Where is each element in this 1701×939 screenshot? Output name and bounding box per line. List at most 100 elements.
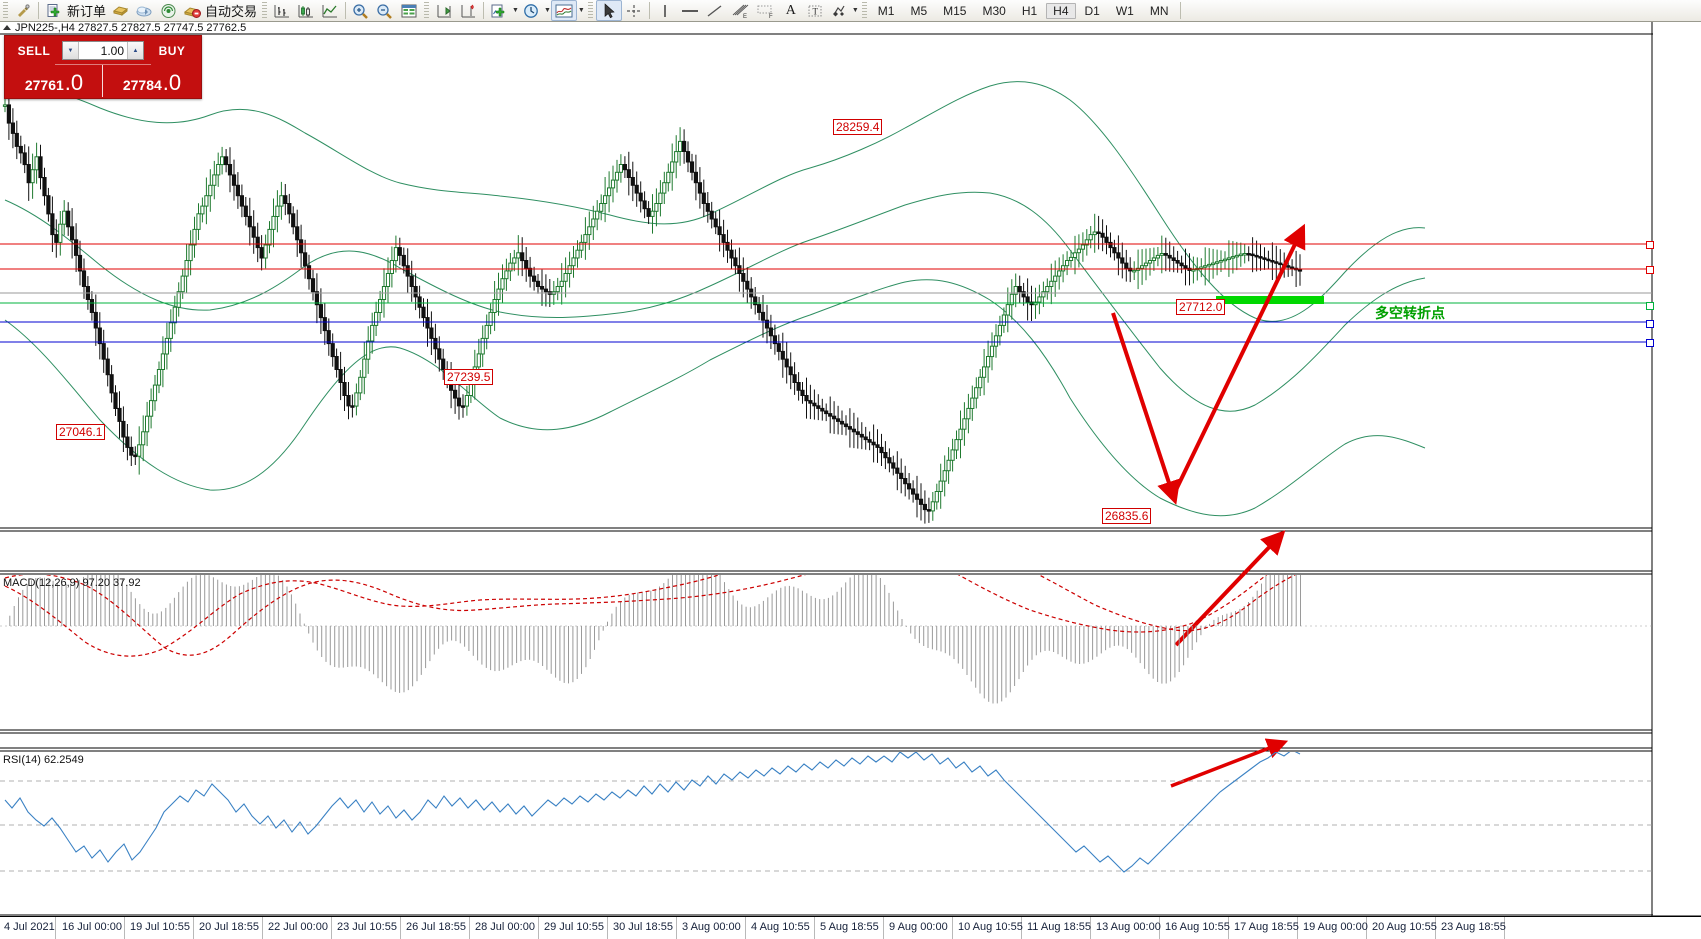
level-handle[interactable] [1646,302,1654,310]
macd-panel [0,575,1652,704]
autotrading-label[interactable]: 自动交易 [205,4,258,19]
tab-timeframe-m1[interactable]: M1 [877,3,895,18]
sell-price-integer: 27761 [24,77,64,93]
time-separator [469,917,470,939]
volume-decrease-icon[interactable]: ▼ [63,42,79,59]
sell-button-label[interactable]: SELL [17,43,51,58]
text-label-icon[interactable]: T [803,1,827,20]
level-handle[interactable] [1646,339,1654,347]
time-separator [1021,917,1022,939]
time-separator [55,917,56,939]
zoom-out-icon[interactable] [373,1,397,20]
data-window-icon[interactable] [132,1,156,20]
time-label: 9 Aug 00:00 [889,921,948,933]
shapes-icon[interactable] [827,1,851,20]
swing-high-label-28259[interactable]: 28259.4 [833,119,883,135]
time-label: 30 Jul 18:55 [613,921,673,933]
text-icon-glyph[interactable]: A [785,2,796,18]
templates-chevron-down-icon[interactable]: ▼ [577,7,585,14]
level-handle[interactable] [1646,266,1654,274]
collapse-triangle-icon[interactable] [3,25,11,30]
one-click-trading-panel[interactable]: SELL ▼ 1.00 ▲ BUY 27761.0 27784.0 [4,35,202,99]
up-trend-arrow [1172,223,1306,495]
toolbar-grip[interactable] [3,2,8,19]
time-axis[interactable]: 4 Jul 2021 16 Jul 00:00 19 Jul 10:55 20 Jul… [0,916,1701,939]
price-axis[interactable]: 28591.028477.028366.028255.028144.028030… [1653,22,1701,915]
time-separator [1366,917,1367,939]
indicators-chevron-down-icon[interactable]: ▼ [512,7,519,14]
bollinger-upper-band [4,79,1426,322]
toolbar-grip-5[interactable] [861,2,867,19]
swing-low-label-27239[interactable]: 27239.5 [444,369,494,385]
expert-advisor-icon[interactable] [108,1,132,20]
tab-timeframe-m15[interactable]: M15 [943,3,967,18]
vertical-line-icon[interactable] [653,1,677,20]
level-label-27712[interactable]: 27712.0 [1176,299,1226,315]
templates-icon[interactable] [550,0,577,21]
key-level-lines[interactable] [0,243,1652,343]
order-panel-divider [55,64,151,65]
autotrading-button[interactable] [180,1,204,20]
macd-main-line [4,575,1268,657]
volume-stepper[interactable]: ▼ 1.00 ▲ [62,41,144,60]
swing-low-label-26835[interactable]: 26835.6 [1102,508,1152,524]
time-separator [262,917,263,939]
time-separator [607,917,608,939]
candlestick-chart-icon[interactable] [294,1,318,20]
symbol-info-bar: JPN225-,H4 27827.5 27827.5 27747.5 27762… [0,22,246,35]
indicators-icon[interactable] [487,1,511,20]
new-order-label[interactable]: 新订单 [67,4,107,19]
toolbar-separator-2 [345,2,347,19]
chart-shift-icon[interactable] [432,1,456,20]
line-chart-icon[interactable] [318,1,342,20]
time-label: 5 Aug 18:55 [820,921,879,933]
time-label: 16 Jul 00:00 [62,921,122,933]
swing-low-label-27046[interactable]: 27046.1 [56,424,106,440]
zoom-in-icon[interactable] [349,1,373,20]
shapes-chevron-down-icon[interactable]: ▼ [851,7,859,14]
sell-price[interactable]: 27761.0 [5,62,103,96]
signals-icon[interactable] [156,1,180,20]
cursor-icon[interactable] [595,0,622,21]
periods-chevron-down-icon[interactable]: ▼ [543,7,551,14]
order-panel-prices: 27761.0 27784.0 [5,62,201,96]
tab-timeframe-mn[interactable]: MN [1149,3,1169,18]
volume-input[interactable]: 1.00 [100,43,124,58]
tab-timeframe-m5[interactable]: M5 [910,3,928,18]
turning-point-note[interactable]: 多空转折点 [1375,305,1445,321]
time-separator [1090,917,1091,939]
periods-icon[interactable] [519,1,543,20]
volume-increase-icon[interactable]: ▲ [127,42,143,59]
horizontal-line-icon[interactable] [677,1,703,20]
fibonacci-retracement-icon[interactable]: E [727,1,753,20]
bar-chart-icon[interactable] [270,1,294,20]
toolbar-grip-3[interactable] [424,2,430,19]
buy-price-fraction: .0 [162,70,182,95]
tab-timeframe-h1[interactable]: H1 [1021,3,1038,18]
crosshair-icon[interactable] [622,1,646,20]
text-icon[interactable]: A [779,1,803,20]
grid-icon[interactable] [397,1,421,20]
auto-scroll-icon[interactable] [456,1,480,20]
time-label: 26 Jul 18:55 [406,921,466,933]
new-order-button[interactable] [42,1,66,20]
buy-price[interactable]: 27784.0 [103,62,201,96]
symbol-info-text: JPN225-,H4 27827.5 27827.5 27747.5 27762… [15,22,247,34]
tab-timeframe-w1[interactable]: W1 [1115,3,1134,18]
level-handle[interactable] [1646,320,1654,328]
svg-text:F: F [769,14,773,19]
order-panel-vertical-divider [102,65,103,97]
tab-timeframe-h4[interactable]: H4 [1046,2,1076,19]
trendline-icon[interactable] [703,1,727,20]
tab-timeframe-m30[interactable]: M30 [982,3,1006,18]
toolbar-grip-4[interactable] [587,2,593,19]
time-separator [952,917,953,939]
buy-button-label[interactable]: BUY [158,43,186,58]
toolbar-grip-2[interactable] [262,2,268,19]
level-handle[interactable] [1646,241,1654,249]
customize-icon[interactable] [11,1,35,20]
tab-timeframe-d1[interactable]: D1 [1084,3,1100,18]
equidistant-channel-icon[interactable]: F [753,1,779,20]
